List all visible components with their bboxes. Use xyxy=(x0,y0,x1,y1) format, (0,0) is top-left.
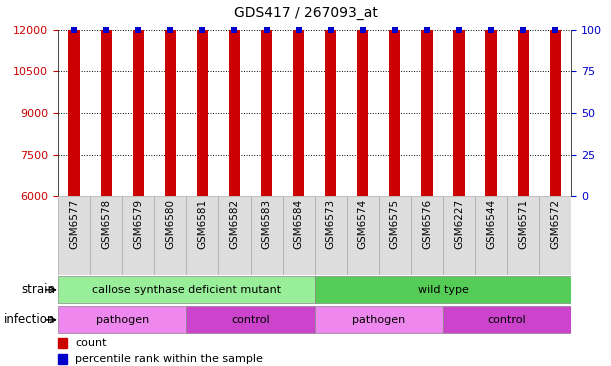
Text: pathogen: pathogen xyxy=(352,315,406,325)
Bar xyxy=(229,0,240,196)
Bar xyxy=(357,0,368,196)
Bar xyxy=(443,196,475,275)
Text: GSM6579: GSM6579 xyxy=(133,198,143,249)
Bar xyxy=(90,196,122,275)
Bar xyxy=(219,196,251,275)
Bar xyxy=(58,338,67,348)
Bar xyxy=(411,196,443,275)
Bar xyxy=(68,0,79,196)
Bar xyxy=(261,0,272,196)
Text: callose synthase deficient mutant: callose synthase deficient mutant xyxy=(92,285,281,295)
Text: GSM6572: GSM6572 xyxy=(551,198,560,249)
Bar xyxy=(165,0,176,196)
Text: GSM6578: GSM6578 xyxy=(101,198,111,249)
Bar xyxy=(186,306,315,333)
Text: GSM6584: GSM6584 xyxy=(294,198,304,249)
Bar xyxy=(325,0,336,196)
Bar xyxy=(475,196,507,275)
Bar xyxy=(315,196,347,275)
Text: wild type: wild type xyxy=(417,285,469,295)
Text: control: control xyxy=(231,315,270,325)
Bar xyxy=(518,0,529,196)
Bar xyxy=(507,196,540,275)
Bar xyxy=(422,0,433,196)
Text: GSM6583: GSM6583 xyxy=(262,198,271,249)
Bar xyxy=(347,196,379,275)
Text: GSM6574: GSM6574 xyxy=(358,198,368,249)
Text: percentile rank within the sample: percentile rank within the sample xyxy=(75,354,263,363)
Bar xyxy=(251,196,283,275)
Bar xyxy=(197,0,208,196)
Text: infection: infection xyxy=(4,313,55,326)
Bar xyxy=(101,0,112,196)
Text: GSM6580: GSM6580 xyxy=(166,198,175,249)
Bar xyxy=(58,196,90,275)
Bar xyxy=(186,196,219,275)
Text: GDS417 / 267093_at: GDS417 / 267093_at xyxy=(233,7,378,20)
Text: control: control xyxy=(488,315,527,325)
Text: GSM6573: GSM6573 xyxy=(326,198,335,249)
Text: GSM6576: GSM6576 xyxy=(422,198,432,249)
Bar xyxy=(58,276,315,303)
Bar xyxy=(283,196,315,275)
Bar xyxy=(486,0,497,196)
Text: strain: strain xyxy=(21,283,55,296)
Text: GSM6577: GSM6577 xyxy=(69,198,79,249)
Text: GSM6227: GSM6227 xyxy=(454,198,464,249)
Bar xyxy=(453,0,464,196)
Bar xyxy=(122,196,155,275)
Bar xyxy=(443,306,571,333)
Bar xyxy=(315,306,443,333)
Text: GSM6582: GSM6582 xyxy=(230,198,240,249)
Bar xyxy=(379,196,411,275)
Bar xyxy=(315,276,571,303)
Bar xyxy=(58,354,67,363)
Bar xyxy=(550,0,561,196)
Text: GSM6575: GSM6575 xyxy=(390,198,400,249)
Text: count: count xyxy=(75,338,106,348)
Bar xyxy=(540,196,571,275)
Bar xyxy=(58,306,186,333)
Bar xyxy=(293,0,304,196)
Bar xyxy=(155,196,186,275)
Text: GSM6581: GSM6581 xyxy=(197,198,207,249)
Bar xyxy=(389,0,400,196)
Text: GSM6544: GSM6544 xyxy=(486,198,496,249)
Bar xyxy=(133,0,144,196)
Text: GSM6571: GSM6571 xyxy=(518,198,528,249)
Text: pathogen: pathogen xyxy=(95,315,149,325)
